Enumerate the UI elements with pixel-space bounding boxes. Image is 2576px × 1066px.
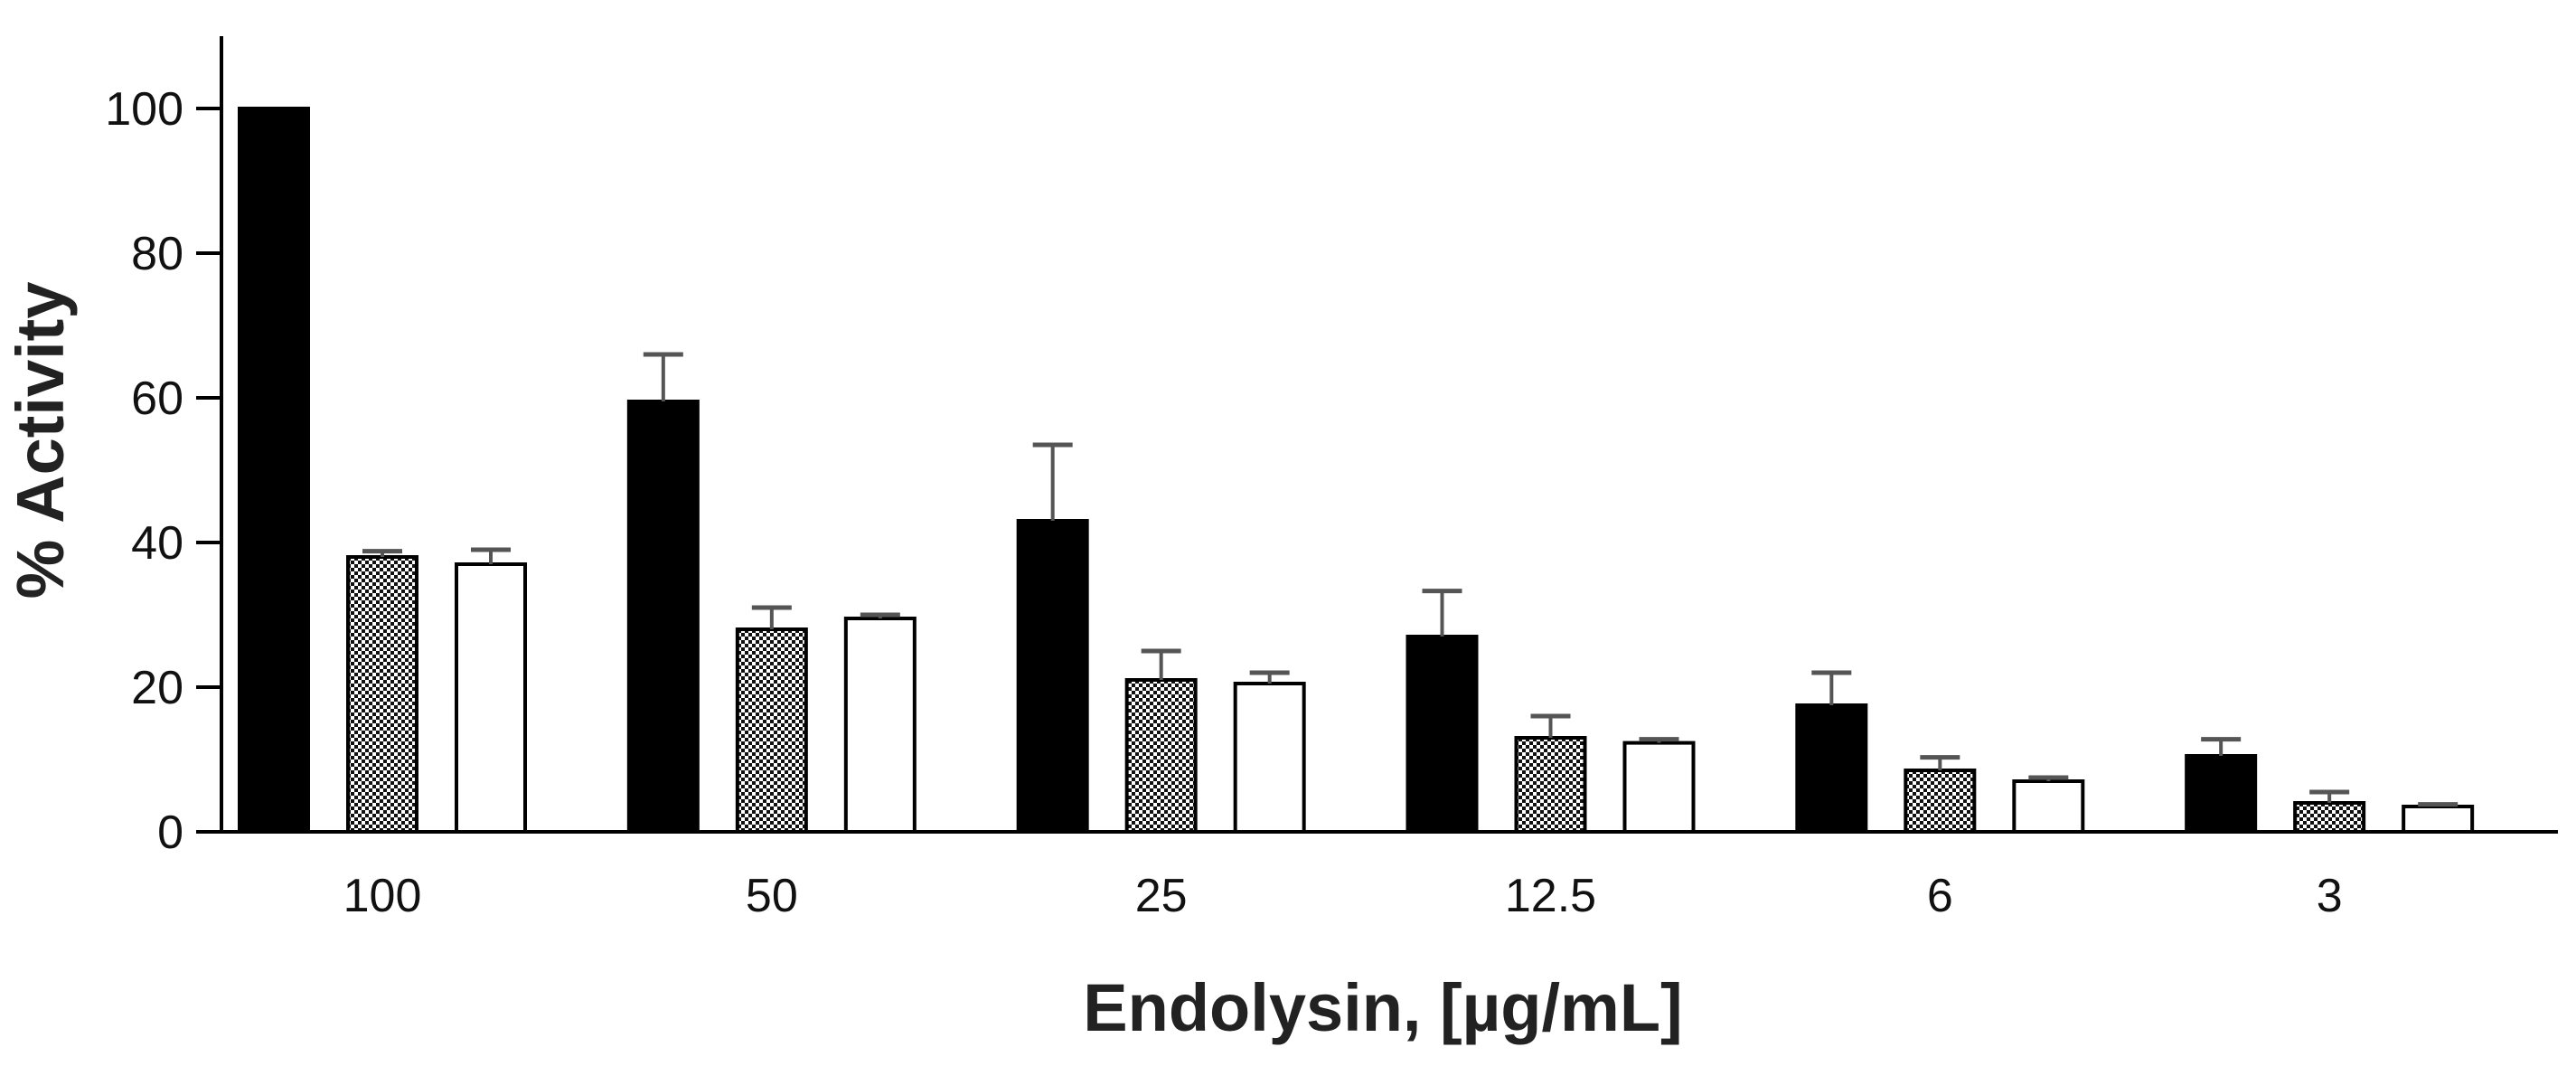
y-tick-label: 40: [131, 517, 183, 570]
bar-series-2: [1904, 769, 1977, 834]
y-axis-title: % Activity: [3, 282, 78, 599]
x-tick-label: 6: [1927, 870, 1953, 922]
bar-series-3: [455, 562, 527, 834]
y-tick-label: 60: [131, 373, 183, 425]
x-tick-label: 25: [1135, 870, 1188, 922]
x-ticks: 100 50 25 12.5 6 3: [343, 870, 2343, 922]
bar-series-2: [1124, 678, 1198, 834]
bar-series-2: [346, 555, 418, 834]
bars-layer: [238, 107, 2475, 834]
y-tick-label: 0: [157, 807, 183, 859]
bar-series-1: [1406, 635, 1479, 834]
y-tick-label: 100: [105, 83, 183, 136]
bar-series-1: [2185, 754, 2258, 834]
bar-series-3: [843, 617, 917, 834]
x-tick-label: 12.5: [1505, 870, 1596, 922]
y-tick-label: 20: [131, 662, 183, 714]
axes-layer: [220, 36, 2558, 834]
x-tick-label: 50: [746, 870, 798, 922]
bar-series-3: [1233, 682, 1306, 834]
y-ticks: 0 20 40 60 80 100: [105, 83, 221, 859]
x-tick-label: 3: [2317, 870, 2343, 922]
bar-series-1: [1795, 703, 1868, 834]
bar-series-3: [2012, 779, 2085, 834]
x-tick-label: 100: [343, 870, 422, 922]
bar-series-3: [1622, 741, 1696, 834]
x-axis-title: Endolysin, [µg/mL]: [1083, 970, 1682, 1045]
y-tick-label: 80: [131, 228, 183, 280]
bar-series-1: [626, 400, 700, 834]
bar-series-2: [735, 627, 808, 834]
error-bars-layer: [362, 352, 2458, 807]
bar-series-2: [1514, 736, 1587, 834]
bar-series-1: [1016, 519, 1089, 834]
bar-series-2: [2293, 801, 2366, 834]
bar-series-3: [2402, 805, 2475, 834]
bar-series-1: [238, 107, 310, 834]
